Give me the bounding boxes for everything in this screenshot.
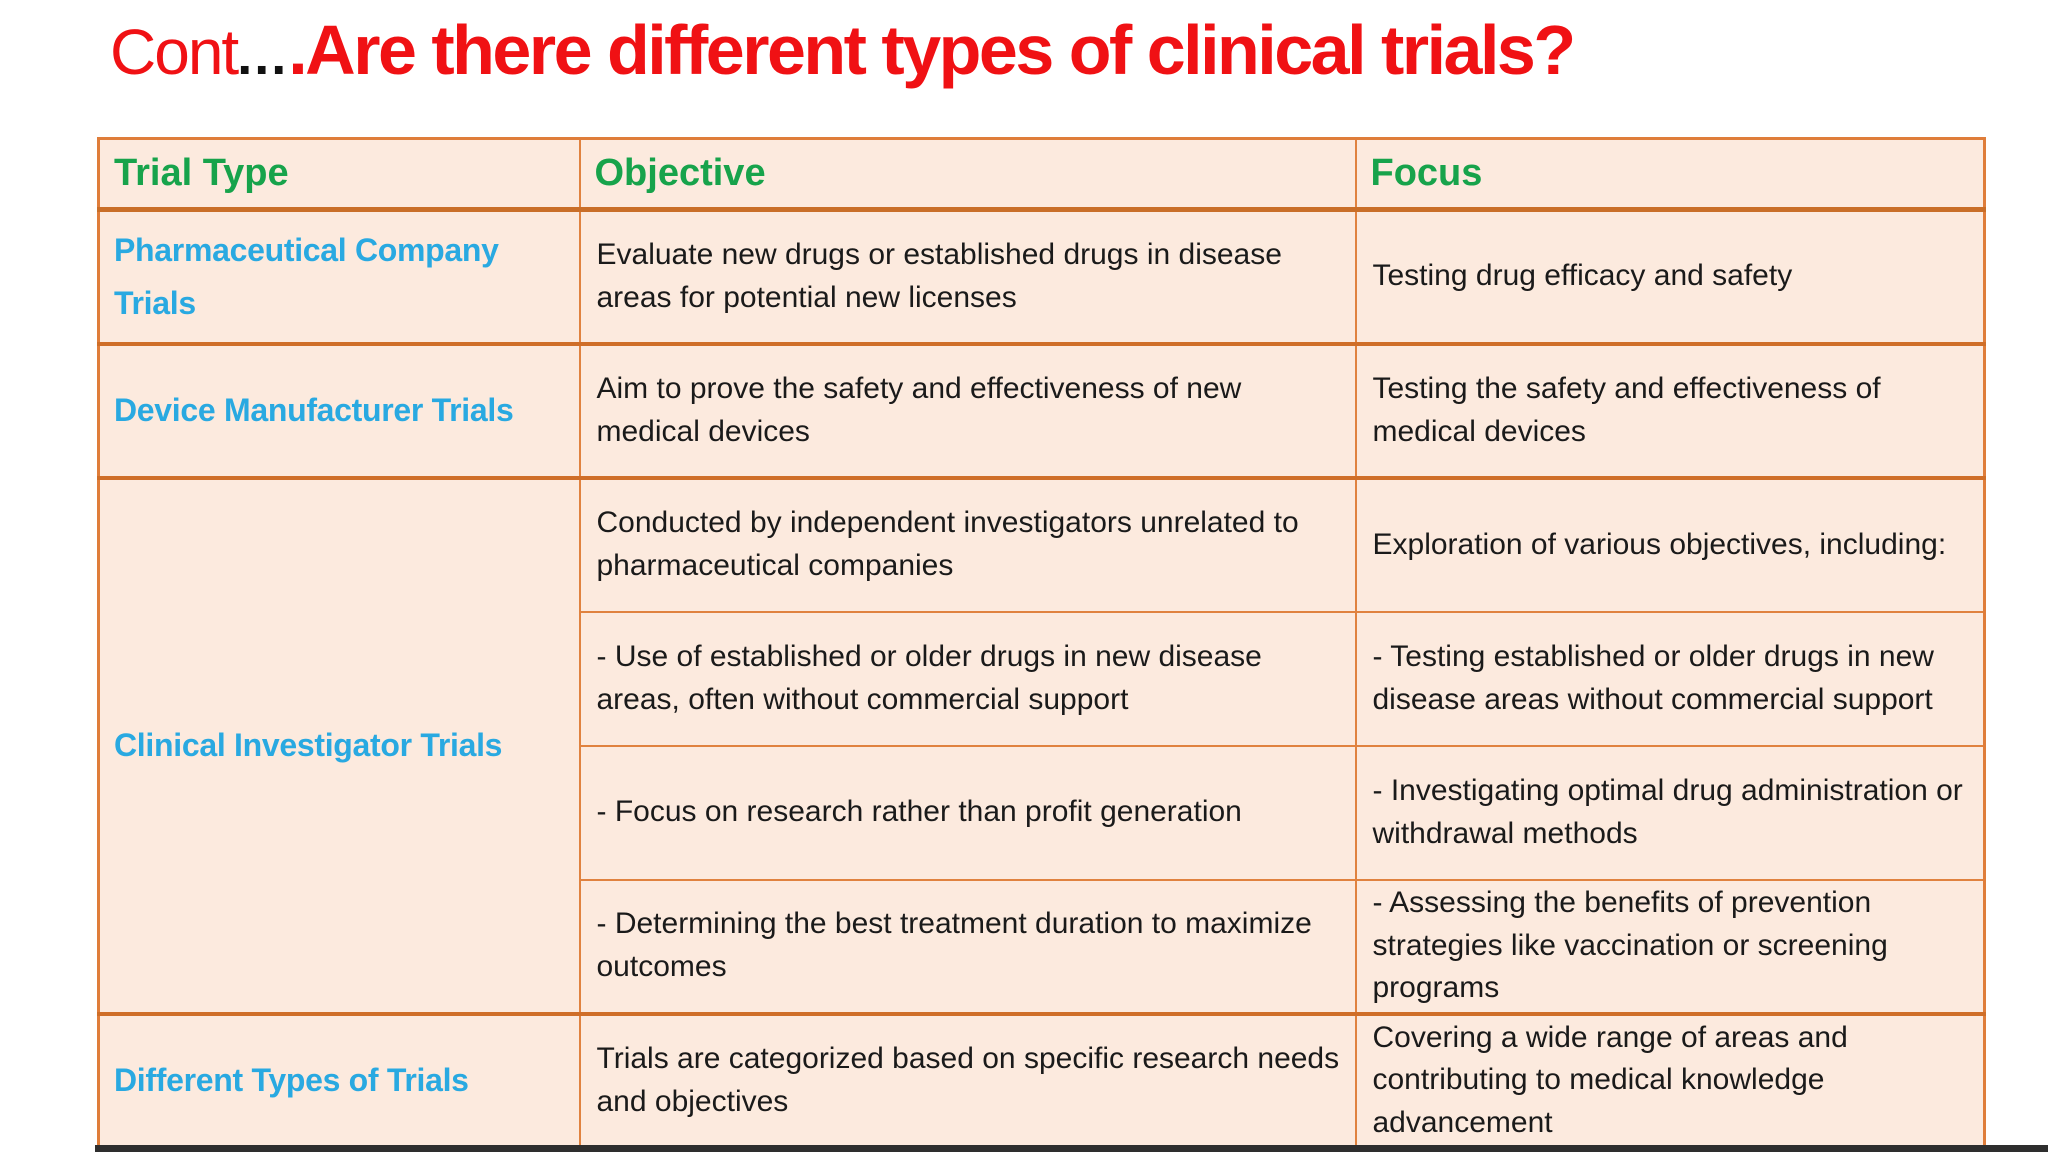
cell-ci-objective-4: - Determining the best treatment duratio… — [578, 878, 1357, 1015]
table-header-row: Trial Type Objective Focus — [97, 137, 1986, 212]
cell-different-types-objective: Trials are categorized based on specific… — [578, 1011, 1357, 1149]
cell-ci-focus-2: - Testing established or older drugs in … — [1354, 610, 1986, 747]
slide-title: Cont....Are there different types of cli… — [110, 10, 1576, 90]
cell-pharma-type: Pharmaceutical Company Trials — [97, 207, 581, 345]
cell-device-type: Device Manufacturer Trials — [97, 341, 581, 479]
table-row-pharma: Pharmaceutical Company Trials Evaluate n… — [97, 207, 1986, 345]
cell-ci-focus-4: - Assessing the benefits of prevention s… — [1354, 878, 1986, 1015]
header-cell-objective: Objective — [578, 137, 1357, 212]
cell-different-types-focus: Covering a wide range of areas and contr… — [1354, 1011, 1986, 1149]
table-row-different-types: Different Types of Trials Trials are cat… — [97, 1011, 1986, 1149]
cell-device-focus: Testing the safety and effectiveness of … — [1354, 341, 1986, 479]
cell-pharma-objective: Evaluate new drugs or established drugs … — [578, 207, 1357, 345]
cell-ci-objective-3: - Focus on research rather than profit g… — [578, 744, 1357, 881]
table-row-device: Device Manufacturer Trials Aim to prove … — [97, 341, 1986, 479]
table-row-clinical-investigator-3: - Focus on research rather than profit g… — [99, 744, 1986, 881]
cell-different-types-type: Different Types of Trials — [97, 1011, 581, 1149]
cell-ci-objective-1: Conducted by independent investigators u… — [578, 475, 1357, 613]
slide-bottom-edge-bar — [95, 1145, 2048, 1152]
table-row-clinical-investigator-4: - Determining the best treatment duratio… — [99, 878, 1986, 1015]
slide-title-cont: Cont — [110, 16, 239, 88]
slide-title-dots: ... — [237, 26, 289, 86]
cell-clinical-investigator-type: Clinical Investigator Trials — [97, 475, 581, 1015]
trials-table: Trial Type Objective Focus Pharmaceutica… — [97, 137, 1986, 1149]
cell-ci-focus-1: Exploration of various objectives, inclu… — [1354, 475, 1986, 613]
cell-pharma-focus: Testing drug efficacy and safety — [1354, 207, 1986, 345]
table-row-clinical-investigator-2: - Use of established or older drugs in n… — [99, 610, 1986, 747]
table-row-clinical-investigator-1: Clinical Investigator Trials Conducted b… — [97, 475, 1986, 1015]
cell-device-objective: Aim to prove the safety and effectivenes… — [578, 341, 1357, 479]
slide-title-main: .Are there different types of clinical t… — [288, 11, 1576, 89]
cell-ci-focus-3: - Investigating optimal drug administrat… — [1354, 744, 1986, 881]
header-cell-focus: Focus — [1354, 137, 1986, 212]
header-cell-trial-type: Trial Type — [97, 137, 581, 212]
cell-ci-objective-2: - Use of established or older drugs in n… — [578, 610, 1357, 747]
